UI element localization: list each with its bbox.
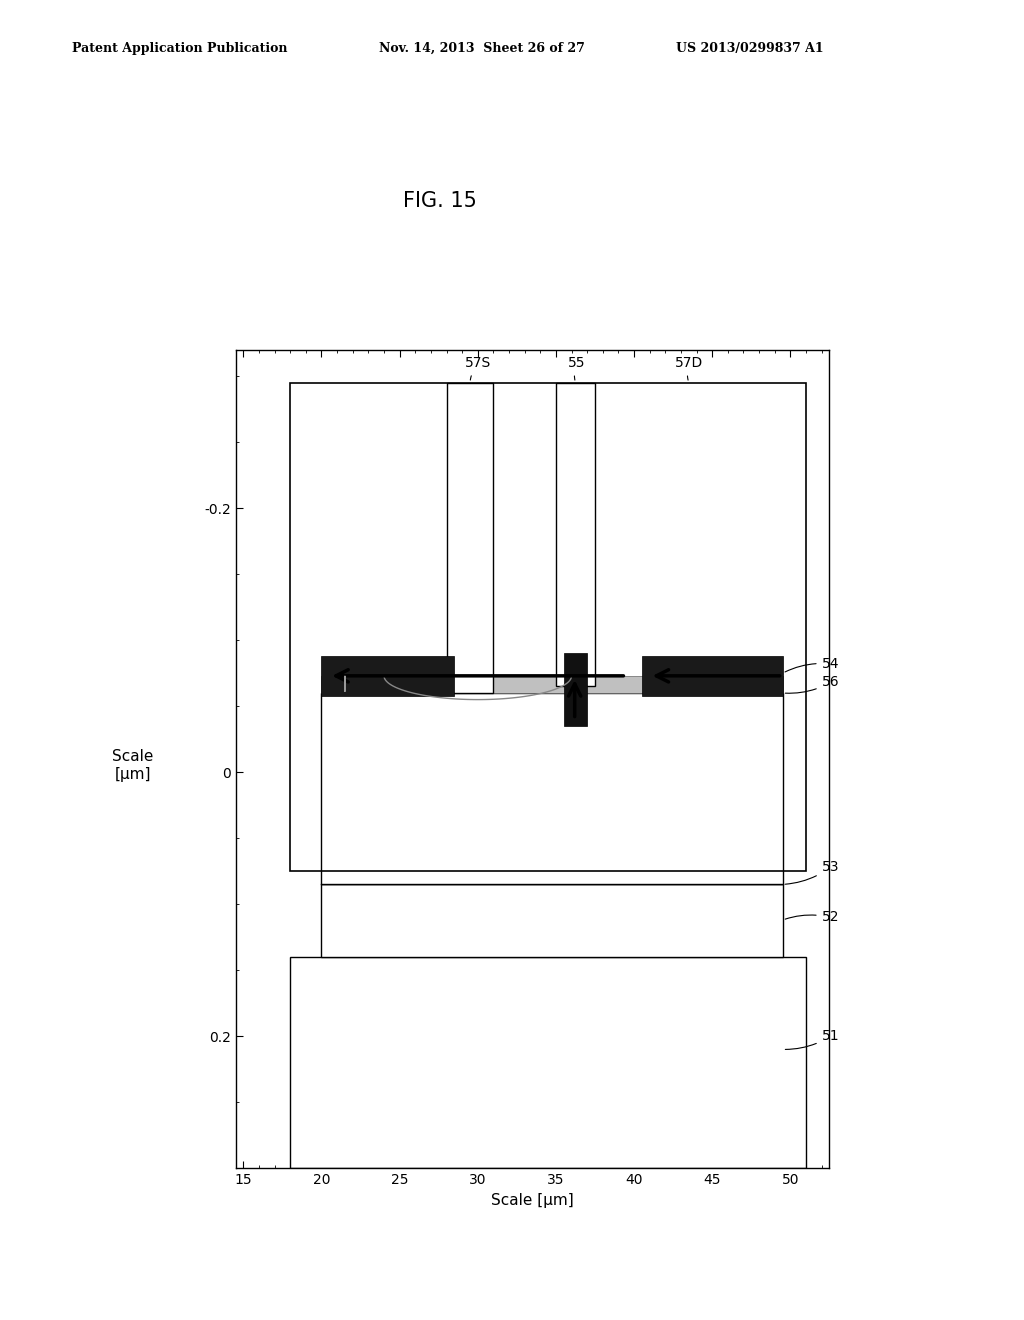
Text: 51: 51 bbox=[785, 1030, 840, 1049]
Bar bbox=[322, 676, 782, 693]
Text: 55: 55 bbox=[567, 356, 585, 380]
Bar bbox=[564, 653, 587, 726]
Bar bbox=[446, 383, 494, 693]
Bar bbox=[322, 693, 782, 884]
Text: Patent Application Publication: Patent Application Publication bbox=[72, 42, 287, 55]
Text: US 2013/0299837 A1: US 2013/0299837 A1 bbox=[676, 42, 823, 55]
Text: 54: 54 bbox=[785, 657, 839, 672]
Text: Nov. 14, 2013  Sheet 26 of 27: Nov. 14, 2013 Sheet 26 of 27 bbox=[379, 42, 585, 55]
Bar bbox=[556, 383, 595, 686]
Bar bbox=[322, 884, 782, 957]
Text: 53: 53 bbox=[785, 861, 839, 884]
Bar bbox=[290, 383, 806, 871]
Bar bbox=[642, 656, 782, 696]
X-axis label: Scale [μm]: Scale [μm] bbox=[492, 1192, 573, 1208]
Text: Scale
[μm]: Scale [μm] bbox=[113, 750, 154, 781]
Bar bbox=[322, 656, 455, 696]
Text: 57S: 57S bbox=[465, 356, 490, 380]
Text: 52: 52 bbox=[785, 911, 839, 924]
Bar bbox=[290, 957, 806, 1168]
Text: 57D: 57D bbox=[675, 356, 702, 380]
Text: 56: 56 bbox=[785, 676, 840, 693]
Text: FIG. 15: FIG. 15 bbox=[403, 191, 477, 211]
